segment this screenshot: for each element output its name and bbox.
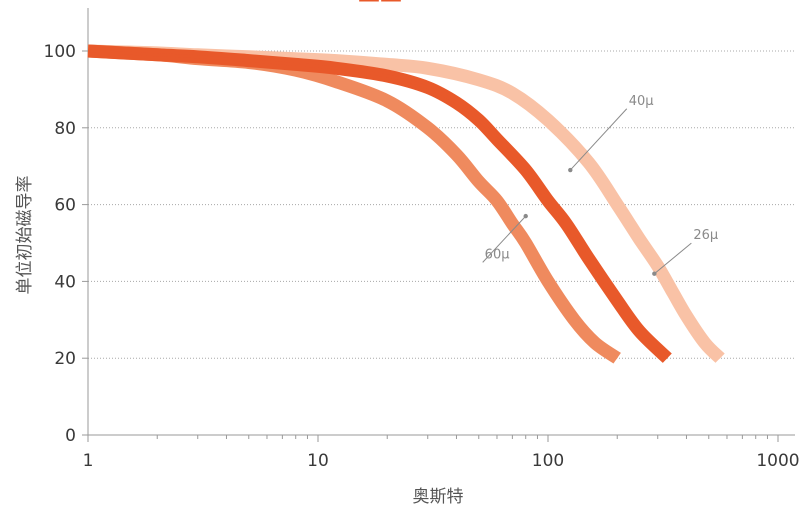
- y-tick-label: 40: [54, 272, 76, 292]
- x-axis-label: 奥斯特: [413, 487, 464, 507]
- chart-title-fragment: ——: [358, 0, 402, 12]
- x-tick-label: 100: [532, 451, 564, 471]
- annotation-leader: [482, 215, 527, 263]
- annotation-dot: [523, 213, 528, 219]
- series-label: 60μ: [485, 247, 510, 262]
- series-line-start: [87, 49, 669, 360]
- axes: [82, 8, 795, 442]
- tick-labels: 1 10 100 1000 0 20 40 60 80 100: [44, 42, 800, 471]
- x-tick-label: 1000: [756, 451, 799, 471]
- annotation-dot: [652, 271, 657, 276]
- series-label: 40μ: [629, 94, 654, 109]
- annotation-leader: [654, 242, 692, 275]
- y-axis-label: 单位初始磁导率: [15, 176, 35, 295]
- y-tick-label: 100: [44, 42, 76, 62]
- series-label: 26μ: [693, 228, 718, 243]
- y-tick-label: 80: [54, 119, 76, 139]
- y-tick-label: 0: [65, 426, 76, 446]
- y-tick-label: 60: [54, 196, 76, 216]
- series-40μ: [87, 44, 672, 363]
- series-group: [87, 44, 725, 364]
- annotation-dot: [568, 167, 573, 173]
- x-tick-label: 10: [307, 451, 329, 471]
- annotation-leader: [569, 108, 628, 171]
- y-tick-label: 20: [54, 349, 76, 369]
- annotations-group: 40μ 60μ 26μ: [482, 94, 718, 276]
- x-tick-label: 1: [83, 451, 94, 471]
